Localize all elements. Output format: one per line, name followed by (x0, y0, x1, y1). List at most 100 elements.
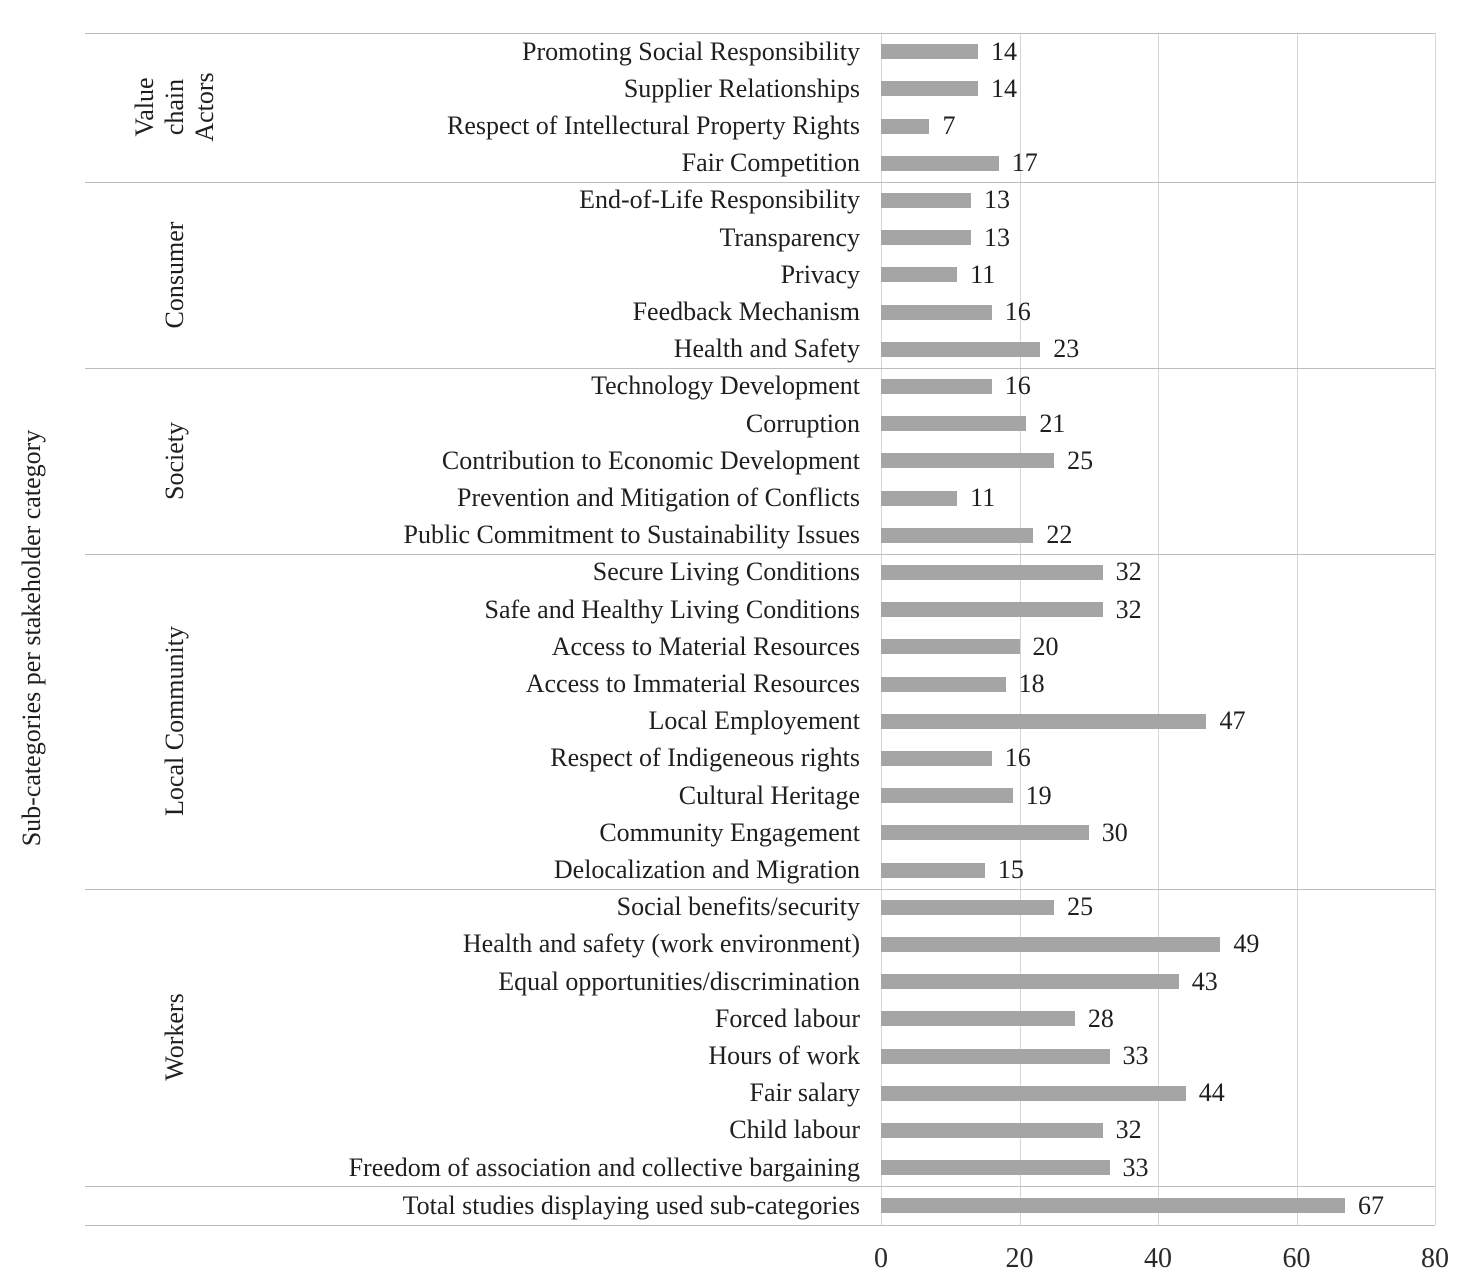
value-label: 67 (1357, 1190, 1384, 1220)
gridline (1435, 33, 1436, 1225)
value-label: 28 (1087, 1003, 1114, 1033)
value-label: 47 (1219, 706, 1246, 736)
bar (881, 750, 992, 766)
value-label: 14 (990, 36, 1017, 66)
bar (881, 490, 958, 506)
category-label: Feedback Mechanism (632, 297, 860, 326)
bar (881, 1085, 1186, 1101)
bar (881, 564, 1103, 580)
value-label: 16 (1004, 743, 1031, 773)
bar (881, 304, 992, 320)
value-label: 20 (1032, 631, 1059, 661)
value-label: 18 (1018, 669, 1045, 698)
bar (881, 44, 978, 60)
gridline (881, 33, 882, 1225)
group-separator (85, 33, 1435, 34)
category-label: Respect of Indigeneous rights (550, 743, 860, 773)
bar (881, 1198, 1345, 1214)
category-label: Child labour (729, 1115, 860, 1145)
value-label: 25 (1067, 892, 1094, 922)
value-label: 30 (1101, 817, 1128, 847)
bar (881, 230, 972, 246)
group-separator (85, 367, 1435, 369)
bar (881, 1122, 1103, 1138)
value-label: 25 (1067, 445, 1094, 475)
bar (881, 81, 978, 97)
category-label: Prevention and Mitigation of Conflicts (457, 483, 860, 512)
bar (881, 1160, 1110, 1176)
category-label: Access to Material Resources (551, 631, 860, 661)
x-tick-label: 40 (1144, 1243, 1172, 1274)
bar (881, 118, 930, 134)
category-label: Respect of Intellectural Property Rights (446, 111, 860, 140)
bar (881, 974, 1179, 990)
bar (881, 192, 972, 208)
category-label: Hours of work (708, 1041, 860, 1070)
bar (881, 602, 1103, 618)
value-label: 43 (1191, 966, 1218, 996)
category-label: Access to Immaterial Resources (525, 669, 860, 698)
category-label: Community Engagement (599, 817, 860, 847)
bar (881, 862, 985, 878)
group-separator (85, 1186, 1435, 1188)
bar (881, 899, 1055, 915)
category-label: Technology Development (591, 371, 860, 401)
category-label: Privacy (780, 259, 860, 289)
category-label: End-of-Life Responsibility (579, 185, 860, 215)
bar (881, 713, 1207, 729)
category-label: Fair Competition (681, 148, 860, 178)
category-label: Local Employement (648, 706, 860, 736)
x-tick-label: 20 (1005, 1243, 1034, 1274)
value-label: 22 (1046, 520, 1073, 550)
bar (881, 676, 1006, 692)
category-label: Transparency (719, 222, 860, 252)
category-label: Equal opportunities/discrimination (498, 966, 860, 996)
group-separator (85, 888, 1435, 890)
group-separator (85, 553, 1435, 555)
group-separator (85, 1225, 1435, 1226)
value-label: 7 (942, 111, 956, 140)
value-label: 44 (1198, 1078, 1225, 1108)
value-label: 33 (1122, 1041, 1149, 1070)
gridline (1019, 33, 1021, 1225)
bar (881, 155, 999, 171)
value-label: 16 (1004, 297, 1031, 326)
group-separator (85, 181, 1435, 183)
category-label: Secure Living Conditions (592, 557, 860, 587)
value-label: 33 (1122, 1152, 1149, 1182)
bar (881, 1011, 1075, 1027)
category-label: Promoting Social Responsibility (521, 36, 860, 66)
bar (881, 825, 1089, 841)
bar (881, 341, 1041, 357)
category-label: Health and safety (work environment) (462, 929, 860, 959)
category-label: Forced labour (714, 1003, 860, 1033)
gridline (1296, 33, 1298, 1225)
category-label: Delocalization and Migration (553, 855, 860, 884)
value-label: 14 (990, 73, 1017, 103)
bar (881, 453, 1055, 469)
bar (881, 936, 1221, 952)
x-tick-label: 60 (1282, 1243, 1311, 1274)
value-label: 23 (1053, 334, 1080, 364)
value-label: 21 (1039, 408, 1066, 438)
category-label: Cultural Heritage (678, 780, 860, 810)
value-label: 11 (970, 259, 996, 289)
value-label: 13 (984, 222, 1011, 252)
bar (881, 527, 1034, 543)
value-label: 11 (970, 483, 996, 512)
x-tick-label: 80 (1421, 1243, 1449, 1274)
bar (881, 267, 958, 283)
value-label: 15 (997, 855, 1024, 884)
category-label: Social benefits/security (616, 892, 860, 922)
x-tick-label: 0 (874, 1243, 888, 1274)
category-label: Supplier Relationships (623, 73, 860, 103)
gridline (1158, 33, 1159, 1225)
category-label: Public Commitment to Sustainability Issu… (403, 520, 860, 550)
y-axis-title: Sub-categories per stakeholder category (17, 429, 46, 847)
bar (881, 1048, 1110, 1064)
category-label: Contribution to Economic Development (441, 445, 860, 475)
bar (881, 378, 992, 394)
value-label: 49 (1233, 929, 1260, 959)
category-label: Corruption (745, 408, 860, 438)
